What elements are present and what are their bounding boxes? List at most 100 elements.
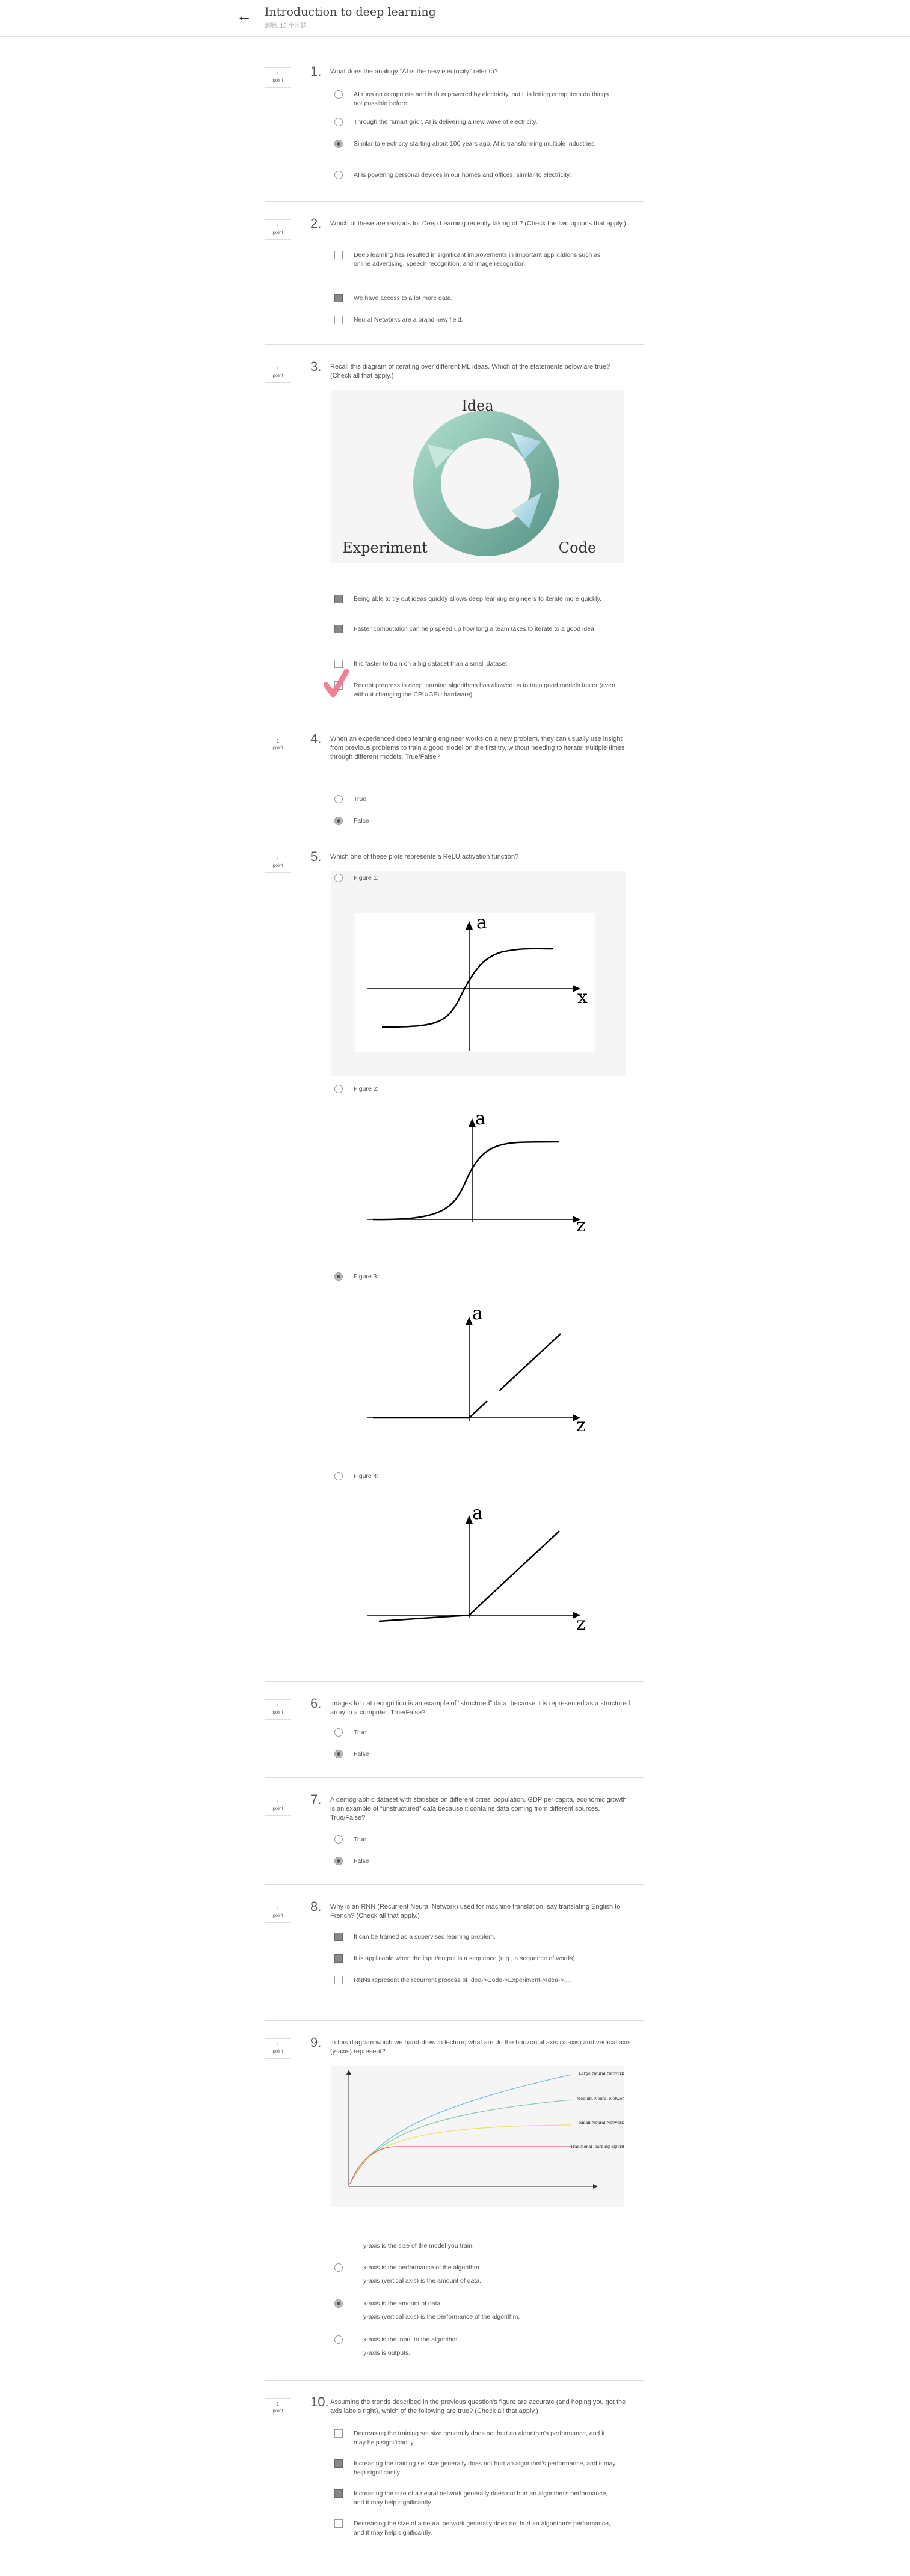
- option-label: Figure 2:: [354, 1085, 379, 1093]
- legend-large-nn: Large Neural Network: [579, 2071, 624, 2076]
- cycle-arrow: [511, 432, 541, 459]
- checkbox-checked[interactable]: [334, 1933, 343, 1941]
- option[interactable]: Recent progress in deep learning algorit…: [334, 681, 623, 698]
- option-label: Increasing the size of a neural network …: [354, 2490, 608, 2506]
- y-axis-arrowhead: [346, 2070, 351, 2075]
- sigmoid-curve: [372, 1141, 560, 1221]
- radio-button-selected[interactable]: [334, 1272, 343, 1281]
- option[interactable]: True: [334, 795, 623, 807]
- checkbox[interactable]: [334, 2429, 343, 2438]
- question-text: Why is an RNN (Recurrent Neural Network)…: [330, 1903, 621, 1919]
- checkbox-checked[interactable]: [334, 1954, 343, 1963]
- medium-nn-curve: [349, 2099, 572, 2185]
- option[interactable]: Similar to electricity starting about 10…: [334, 140, 623, 152]
- question-text: Which one of these plots represents a Re…: [330, 853, 519, 860]
- option[interactable]: It is applicable when the input/output i…: [334, 1954, 623, 1966]
- option[interactable]: x-axis is the input to the algorithm y-ax…: [334, 2335, 623, 2360]
- performance-chart-svg: Large Neural Network Medium Neural Netwo…: [346, 2070, 633, 2189]
- option-label: Recent progress in deep learning algorit…: [354, 682, 615, 698]
- question-text: Recall this diagram of iterating over di…: [330, 363, 610, 379]
- radio-button[interactable]: [334, 2335, 343, 2344]
- option[interactable]: x-axis is the performance of the algorit…: [334, 2263, 623, 2287]
- option[interactable]: Faster computation can help speed up how…: [334, 625, 623, 637]
- option[interactable]: Deep learning has resulted in significan…: [334, 251, 623, 268]
- sigmoid-curve: [381, 948, 554, 1028]
- checkbox[interactable]: [334, 2519, 343, 2528]
- radio-button-selected[interactable]: [334, 1857, 343, 1865]
- option[interactable]: y-axis is the size of the model you trai…: [334, 2242, 623, 2254]
- option[interactable]: Decreasing the size of a neural network …: [334, 2519, 623, 2536]
- question-number: 10.: [310, 2394, 329, 2409]
- question-number: 2.: [310, 216, 322, 231]
- option[interactable]: RNNs represent the recurrent process of …: [334, 1976, 623, 1988]
- checkbox[interactable]: [334, 251, 343, 259]
- radio-button[interactable]: [334, 795, 343, 803]
- radio-button[interactable]: [334, 1085, 343, 1093]
- checkbox[interactable]: [334, 1976, 343, 1984]
- option[interactable]: Figure 1:: [334, 874, 623, 886]
- option[interactable]: True: [334, 1835, 623, 1847]
- option[interactable]: Increasing the training set size general…: [334, 2459, 623, 2476]
- checkbox[interactable]: [334, 316, 343, 324]
- option-label: It is applicable when the input/output i…: [354, 1955, 577, 1962]
- radio-button[interactable]: [334, 171, 343, 179]
- option-label: Neural Networks are a brand new field.: [354, 316, 463, 324]
- option[interactable]: It can be trained as a supervised learni…: [334, 1933, 623, 1945]
- checkbox-checked[interactable]: [334, 595, 343, 603]
- option[interactable]: We have access to a lot more data.: [334, 294, 623, 306]
- x-axis-arrowhead: [593, 2184, 598, 2189]
- axis-label-z: z: [576, 1613, 586, 1634]
- option[interactable]: Being able to try out ideas quickly allo…: [334, 595, 623, 607]
- x-axis-arrowhead: [573, 985, 580, 992]
- option[interactable]: Increasing the size of a neural network …: [334, 2489, 623, 2506]
- radio-button-selected[interactable]: [334, 1750, 343, 1758]
- figure-4-plot: a z: [367, 1503, 586, 1634]
- option-label: y-axis is outputs.: [363, 2349, 411, 2357]
- relu-linear-segment: [469, 1400, 488, 1418]
- option[interactable]: AI is powering personal devices in our h…: [334, 171, 623, 183]
- radio-button[interactable]: [334, 90, 343, 99]
- checkbox[interactable]: [334, 660, 343, 668]
- radio-button[interactable]: [334, 118, 343, 126]
- checkbox-checked[interactable]: [334, 294, 343, 302]
- option[interactable]: True: [334, 1728, 623, 1740]
- cycle-ring: [413, 411, 559, 556]
- option[interactable]: It is faster to train on a big dataset t…: [334, 660, 623, 672]
- radio-button-selected[interactable]: [334, 817, 343, 825]
- checkbox-checked[interactable]: [334, 2459, 343, 2468]
- radio-button[interactable]: [334, 874, 343, 882]
- option[interactable]: False: [334, 817, 623, 829]
- option[interactable]: Decreasing the training set size general…: [334, 2429, 623, 2446]
- question-text: When an experienced deep learning engine…: [330, 735, 625, 761]
- option-label: Decreasing the training set size general…: [354, 2430, 605, 2446]
- radio-button[interactable]: [334, 1728, 343, 1737]
- option[interactable]: False: [334, 1750, 623, 1762]
- option[interactable]: Figure 2:: [334, 1085, 623, 1097]
- divider: [265, 1681, 644, 1682]
- radio-button[interactable]: [334, 2263, 343, 2272]
- checkbox-checked[interactable]: [334, 625, 343, 633]
- radio-button-selected[interactable]: [334, 140, 343, 148]
- option[interactable]: Figure 4:: [334, 1472, 623, 1484]
- traditional-curve: [349, 2146, 571, 2185]
- cycle-arrow: [427, 444, 454, 468]
- option[interactable]: AI runs on computers and is thus powered…: [334, 90, 623, 107]
- option[interactable]: x-axis is the amount of data y-axis (vert…: [334, 2299, 623, 2323]
- option[interactable]: Neural Networks are a brand new field.: [334, 316, 623, 328]
- radio-button-selected[interactable]: [334, 2299, 343, 2308]
- checkbox-checked[interactable]: [334, 2489, 343, 2498]
- option[interactable]: False: [334, 1857, 623, 1869]
- option-label: Similar to electricity starting about 10…: [354, 140, 597, 147]
- back-arrow-icon[interactable]: ←: [236, 7, 252, 25]
- radio-button[interactable]: [334, 1835, 343, 1844]
- option[interactable]: Figure 3:: [334, 1272, 623, 1284]
- diagram-label-experiment: Experiment: [342, 539, 428, 556]
- radio-button[interactable]: [334, 1472, 343, 1480]
- question-number: 6.: [310, 1696, 322, 1711]
- option[interactable]: Through the “smart grid”, AI is deliveri…: [334, 118, 623, 130]
- question-number: 5.: [310, 849, 322, 864]
- option-label: True: [354, 796, 367, 803]
- option-label: True: [354, 1729, 367, 1736]
- page-subtitle: 测验, 10 个问题: [265, 23, 307, 29]
- legend-medium-nn: Medium Neural Network: [577, 2096, 624, 2101]
